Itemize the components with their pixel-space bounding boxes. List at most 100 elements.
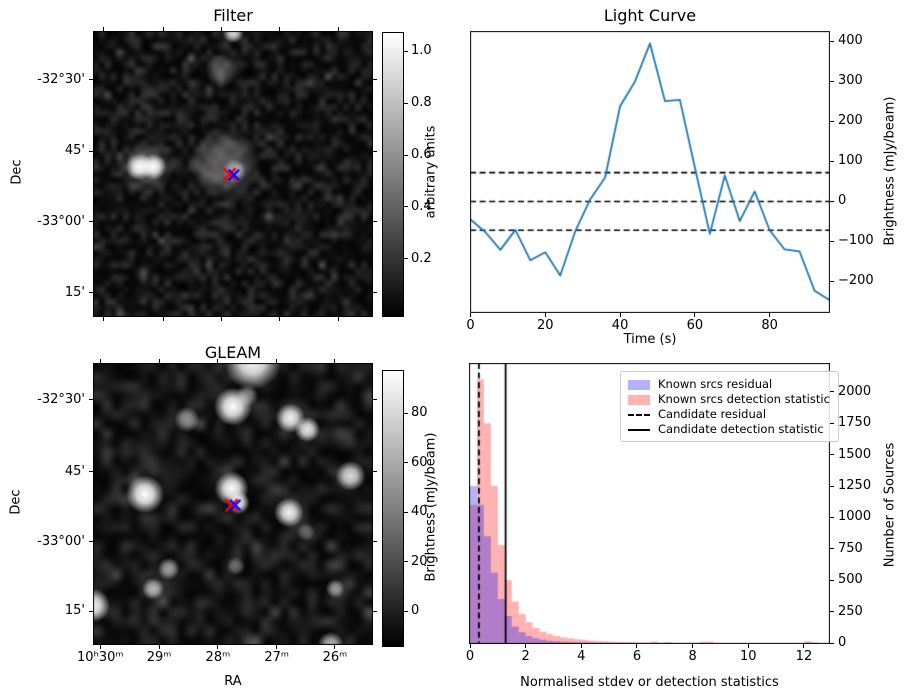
histogram-legend: Known srcs residual Known srcs detection…	[620, 371, 839, 442]
histogram-ylabel: Number of Sources	[882, 442, 898, 568]
filter-image	[93, 31, 373, 317]
gleam-ytick	[89, 471, 93, 473]
lightcurve-ytick-label: 100	[838, 153, 863, 169]
gleam-xtick	[158, 359, 160, 363]
histogram-xtick-label: 8	[688, 649, 697, 664]
histogram-xtick-label: 10	[740, 649, 757, 664]
lightcurve-xlabel: Time (s)	[623, 332, 677, 347]
gleam-ytick	[373, 471, 377, 473]
gleam-ytick-label: -32°30'	[37, 391, 85, 407]
lightcurve-ytick-label: 400	[838, 33, 863, 49]
filter-cbar-tick-label: 0.8	[411, 95, 432, 111]
gleam-cbar-tick	[404, 462, 408, 464]
histogram-xtick	[747, 644, 749, 648]
filter-cbar-tick	[404, 50, 408, 52]
gleam-cbar-tick	[404, 561, 408, 563]
lightcurve-xtick-label: 0	[466, 318, 475, 333]
histogram-xtick-label: 6	[632, 649, 642, 664]
gleam-title: GLEAM	[204, 343, 262, 362]
lightcurve-title: Light Curve	[603, 6, 697, 25]
legend-label: Known srcs detection statistic	[658, 392, 830, 406]
gleam-xtick	[99, 359, 101, 363]
filter-cbar-tick-label: 0.4	[411, 198, 432, 214]
legend-swatch-dashed-line	[628, 413, 650, 416]
filter-xtick	[279, 317, 281, 321]
legend-swatch-blue-patch	[628, 379, 650, 390]
histogram-xlabel: Normalised stdev or detection statistics	[520, 675, 779, 690]
filter-cbar-tick-label: 1.0	[411, 43, 432, 59]
legend-swatch-solid-line	[628, 428, 650, 431]
filter-ytick	[373, 150, 377, 152]
gleam-ytick	[373, 541, 377, 542]
gleam-xtick-label: 29ᵐ	[146, 650, 172, 665]
histogram-ytick-label: 250	[838, 603, 863, 619]
legend-item-known-residual: Known srcs residual	[628, 377, 830, 392]
gleam-xtick	[334, 359, 336, 363]
filter-colorbar	[382, 32, 404, 317]
histogram-ytick	[830, 454, 834, 456]
lightcurve-xtick-label: 60	[686, 318, 704, 333]
filter-cbar-tick	[404, 102, 408, 104]
gleam-cbar-tick-label: 40	[411, 504, 428, 520]
gleam-xtick	[276, 645, 278, 649]
histogram-ytick-label: 1000	[838, 509, 872, 525]
histogram-xtick	[580, 644, 582, 648]
histogram-xtick	[469, 644, 471, 648]
filter-cbar-tick	[404, 206, 408, 208]
histogram-ytick-label: 1250	[838, 478, 872, 494]
legend-label: Candidate residual	[658, 407, 767, 421]
filter-title: Filter	[213, 6, 253, 25]
gleam-cbar-tick-label: 20	[411, 553, 428, 569]
gleam-colorbar	[382, 370, 404, 647]
histogram-ytick-label: 500	[838, 572, 863, 588]
histogram-xtick-label: 12	[795, 649, 813, 664]
filter-xtick	[337, 317, 339, 321]
lightcurve-ytick	[830, 240, 834, 242]
gleam-image	[93, 363, 373, 645]
lightcurve-ytick-label: 0	[838, 193, 847, 209]
gleam-cbar-tick-label: 0	[411, 603, 420, 619]
filter-xtick	[103, 317, 105, 321]
gleam-ytick	[373, 610, 377, 612]
gleam-xtick-label: 26ᵐ	[322, 650, 348, 665]
gleam-ytick-label: -33°00'	[37, 533, 85, 549]
legend-item-candidate-detstat: Candidate detection statistic	[628, 422, 830, 437]
histogram-ytick	[830, 516, 834, 518]
filter-ytick-label: 45'	[64, 143, 85, 159]
gleam-xtick	[334, 645, 336, 649]
histogram-xtick	[803, 644, 805, 648]
filter-ytick-label: -32°30'	[37, 71, 85, 87]
gleam-cbar-tick	[404, 610, 408, 612]
gleam-cbar-tick	[404, 511, 408, 513]
filter-ytick	[373, 79, 377, 81]
lightcurve-xtick-label: 20	[537, 318, 554, 333]
filter-ytick	[89, 79, 93, 81]
lightcurve-ytick	[830, 80, 834, 82]
filter-ytick	[89, 150, 93, 152]
filter-xtick	[162, 317, 164, 321]
legend-label: Known srcs residual	[658, 377, 773, 391]
lightcurve-xtick	[694, 313, 696, 317]
filter-xtick	[279, 27, 281, 31]
histogram-xtick-label: 4	[577, 649, 586, 664]
filter-xtick	[220, 27, 222, 31]
gleam-xtick	[217, 359, 219, 363]
filter-cbar-tick-label: 0.2	[411, 250, 432, 266]
gleam-ytick	[373, 399, 377, 401]
gleam-xtick-label: 27ᵐ	[264, 650, 289, 665]
lightcurve-ylabel: Brightness (mJy/beam)	[882, 96, 898, 246]
lightcurve-xtick	[544, 313, 546, 317]
gleam-xtick	[158, 645, 160, 649]
gleam-ytick	[89, 541, 93, 542]
filter-ytick-label: 15'	[64, 284, 85, 300]
histogram-xtick-label: 2	[521, 649, 530, 664]
filter-xtick	[337, 27, 339, 31]
filter-xtick	[103, 27, 105, 31]
gleam-xlabel: RA	[224, 674, 242, 689]
lightcurve-ytick	[830, 200, 834, 202]
gleam-xtick-label: 10ʰ30ᵐ	[77, 650, 124, 665]
filter-xtick	[162, 27, 164, 31]
lightcurve-ytick	[830, 280, 834, 282]
histogram-xtick-label: 0	[465, 649, 475, 664]
